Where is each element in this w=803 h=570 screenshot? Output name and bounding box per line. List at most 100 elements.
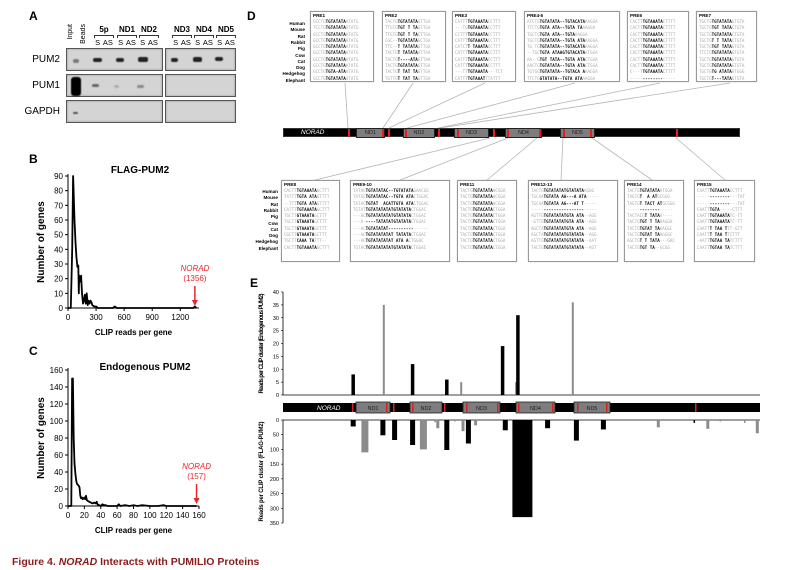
sequence-segment: ----- bbox=[531, 206, 544, 212]
x-tick-label: 120 bbox=[160, 511, 174, 520]
sequence-segment: TGTATATA bbox=[325, 37, 346, 43]
pre-site-marker bbox=[676, 129, 678, 137]
sequence-segment: TG-TG bbox=[527, 44, 540, 50]
sequence-segment: TGTATATA bbox=[711, 31, 732, 37]
pre-title: PRE9-10 bbox=[353, 182, 372, 187]
sequence-alignment: GCCTGTGTATATAATATG TCCTGTGTATATAATATG GCCT… bbox=[313, 19, 371, 82]
connector-line bbox=[382, 82, 414, 129]
y-tick-label: 160 bbox=[50, 366, 64, 375]
sequence-segment: -----CTTT bbox=[719, 206, 743, 212]
sequence-segment: CAATT bbox=[697, 188, 710, 193]
sequence-segment: GTGTA bbox=[731, 44, 745, 50]
alignment-row: TGCTGTGT TATACTGTA bbox=[699, 25, 754, 31]
sequence-segment: CATCT bbox=[455, 44, 468, 50]
sequence-segment: TGTATATA bbox=[539, 63, 560, 69]
alignment-row: GCCTGTGTATATAATATG bbox=[313, 57, 371, 63]
sequence-segment: ---AC bbox=[353, 213, 366, 219]
alignment-row: GCCTGTGTATATAATATG bbox=[313, 76, 371, 82]
sequence-segment: ACGGA bbox=[492, 188, 506, 193]
alignment-row: TGCTGTGTATATAGTGTA bbox=[699, 63, 754, 69]
sequence-segment: TGTATATA bbox=[325, 63, 346, 69]
sequence-segment: GTTGA bbox=[417, 19, 431, 24]
sequence-segment: TGTATATA bbox=[365, 244, 386, 250]
domain-label: ND2 bbox=[420, 406, 431, 412]
sequence-segment: AGTTG bbox=[531, 213, 544, 219]
connector-line bbox=[344, 82, 349, 129]
sequence-segment: CTTTT bbox=[662, 56, 676, 62]
sequence-segment: CTTTT bbox=[662, 31, 676, 37]
sequence-segment: GCTTT bbox=[314, 213, 327, 219]
sequence-segment: TACTG bbox=[460, 219, 473, 225]
alignment-row: TGTACTGTATATATATGTATATACTGGAC bbox=[353, 245, 447, 251]
sequence-segment: TACTG bbox=[531, 244, 544, 250]
connector-line bbox=[406, 82, 576, 129]
sequence-segment: CAATT bbox=[697, 219, 710, 225]
alignment-row: TGCTGT T TATACTGTA bbox=[699, 38, 754, 44]
y-tick-label: 140 bbox=[50, 383, 64, 392]
alignment-row: CACTTTGTAAATACTTTT bbox=[630, 25, 686, 31]
sequence-segment: CAAA TA bbox=[296, 238, 315, 244]
connector-lines bbox=[314, 82, 731, 181]
sequence-segment: --TGTA ATA bbox=[559, 63, 585, 69]
y-tick-label: 20 bbox=[273, 342, 279, 348]
sequence-segment: CCTTT bbox=[487, 56, 501, 62]
alignment-row: TCCTGTGTATATAATATG bbox=[313, 25, 371, 31]
alignment-row: TACTGTGT TA--GCGG bbox=[627, 245, 681, 251]
sequence-segment: TTGTG bbox=[385, 31, 398, 37]
alignment-row: CACTTTGTAAATACTTTT bbox=[630, 19, 686, 25]
sequence-segment: T T TATA bbox=[639, 238, 660, 244]
connector-line bbox=[486, 137, 538, 181]
sequence-segment: TGTATATA bbox=[472, 213, 493, 219]
sequence-segment: CTGGA bbox=[585, 63, 598, 69]
sequence-segment: GCCTG bbox=[313, 69, 326, 75]
sequence-segment: ---AC bbox=[353, 232, 366, 238]
bottom-bar bbox=[494, 420, 497, 421]
sequence-segment: --TTT bbox=[284, 200, 297, 206]
sequence-segment: TGTAAATA bbox=[296, 188, 317, 193]
blot-pum2-left bbox=[66, 48, 163, 71]
alignment-row: ------------------ bbox=[630, 76, 686, 82]
sequence-segment: TGTAAATA bbox=[467, 56, 488, 62]
x-tick-label: 300 bbox=[89, 313, 103, 322]
sequence-segment: CATTT bbox=[284, 206, 297, 212]
sequence-segment: CATTT bbox=[455, 75, 468, 81]
sequence-segment: --AGG bbox=[583, 213, 597, 219]
pre-site-marker bbox=[412, 403, 414, 412]
y-tick-label: 350 bbox=[270, 521, 279, 527]
alignment-row: CACTTTGTAAATAGCTTT bbox=[284, 188, 337, 194]
sequence-segment: GCTTT bbox=[314, 219, 327, 225]
sequence-segment: GTTGA bbox=[417, 75, 431, 81]
pre-site-marker bbox=[444, 403, 446, 412]
sequence-segment: GTAAATA bbox=[296, 225, 315, 231]
domain-box bbox=[462, 401, 501, 414]
sequence-segment: GTGTA bbox=[731, 50, 745, 56]
sequence-segment: TACTG bbox=[627, 232, 640, 238]
top-bar bbox=[500, 346, 505, 395]
sequence-alignment: CAATTTGTAAATACCTTT ----------------TAT ---… bbox=[697, 188, 752, 251]
sequence-segment: TGTAAAT bbox=[467, 75, 486, 81]
bottom-bar bbox=[693, 420, 696, 423]
sequence-segment: TGTATATA bbox=[539, 19, 560, 24]
y-tick-label: 0 bbox=[59, 502, 64, 511]
y-tick-label: 0 bbox=[276, 418, 279, 424]
sequence-segment: GTAAATA bbox=[296, 213, 315, 219]
bottom-bar bbox=[350, 420, 356, 427]
sequence-segment: AAGGA bbox=[659, 219, 673, 225]
sequence-segment: -------- bbox=[639, 206, 660, 212]
pre-box-pre7: PRE7 TGCTGTGTATATAGTGTA TGCTGTGT TATACTGTA… bbox=[696, 11, 757, 82]
sequence-segment: TGTATATA bbox=[325, 50, 346, 56]
sequence-alignment: TACTGTGTATATAACGGA TACTGTGTATATAACGGA TACT… bbox=[460, 188, 514, 251]
alignment-row: TTCTGGTATATA--TGTA ATAAAGGA bbox=[527, 76, 617, 82]
sequence-segment: TGTATATA bbox=[472, 244, 493, 250]
alignment-row: TGCTGTGTATATA--TGTA ATAAAGGA bbox=[527, 38, 617, 44]
sequence-segment: AGGGC bbox=[659, 232, 673, 238]
sequence-segment: TGTAAATA bbox=[467, 69, 488, 75]
sequence-segment: AAGGC bbox=[659, 225, 673, 231]
sequence-segment: GTATATA bbox=[539, 75, 558, 81]
sequence-segment: TGTAA TA bbox=[709, 244, 730, 250]
sequence-segment: TACTG bbox=[460, 206, 473, 212]
pre-box-pre14: PRE14 TACTGTGTATATAATGGA TAGTGT A ATGCGGG T… bbox=[624, 180, 684, 262]
alignment-row: CATCTT TAAATACCTTT bbox=[455, 44, 513, 50]
alignment-row: GCCTGTGTATATAATATG bbox=[313, 19, 371, 25]
species-label: Human bbox=[289, 21, 305, 26]
